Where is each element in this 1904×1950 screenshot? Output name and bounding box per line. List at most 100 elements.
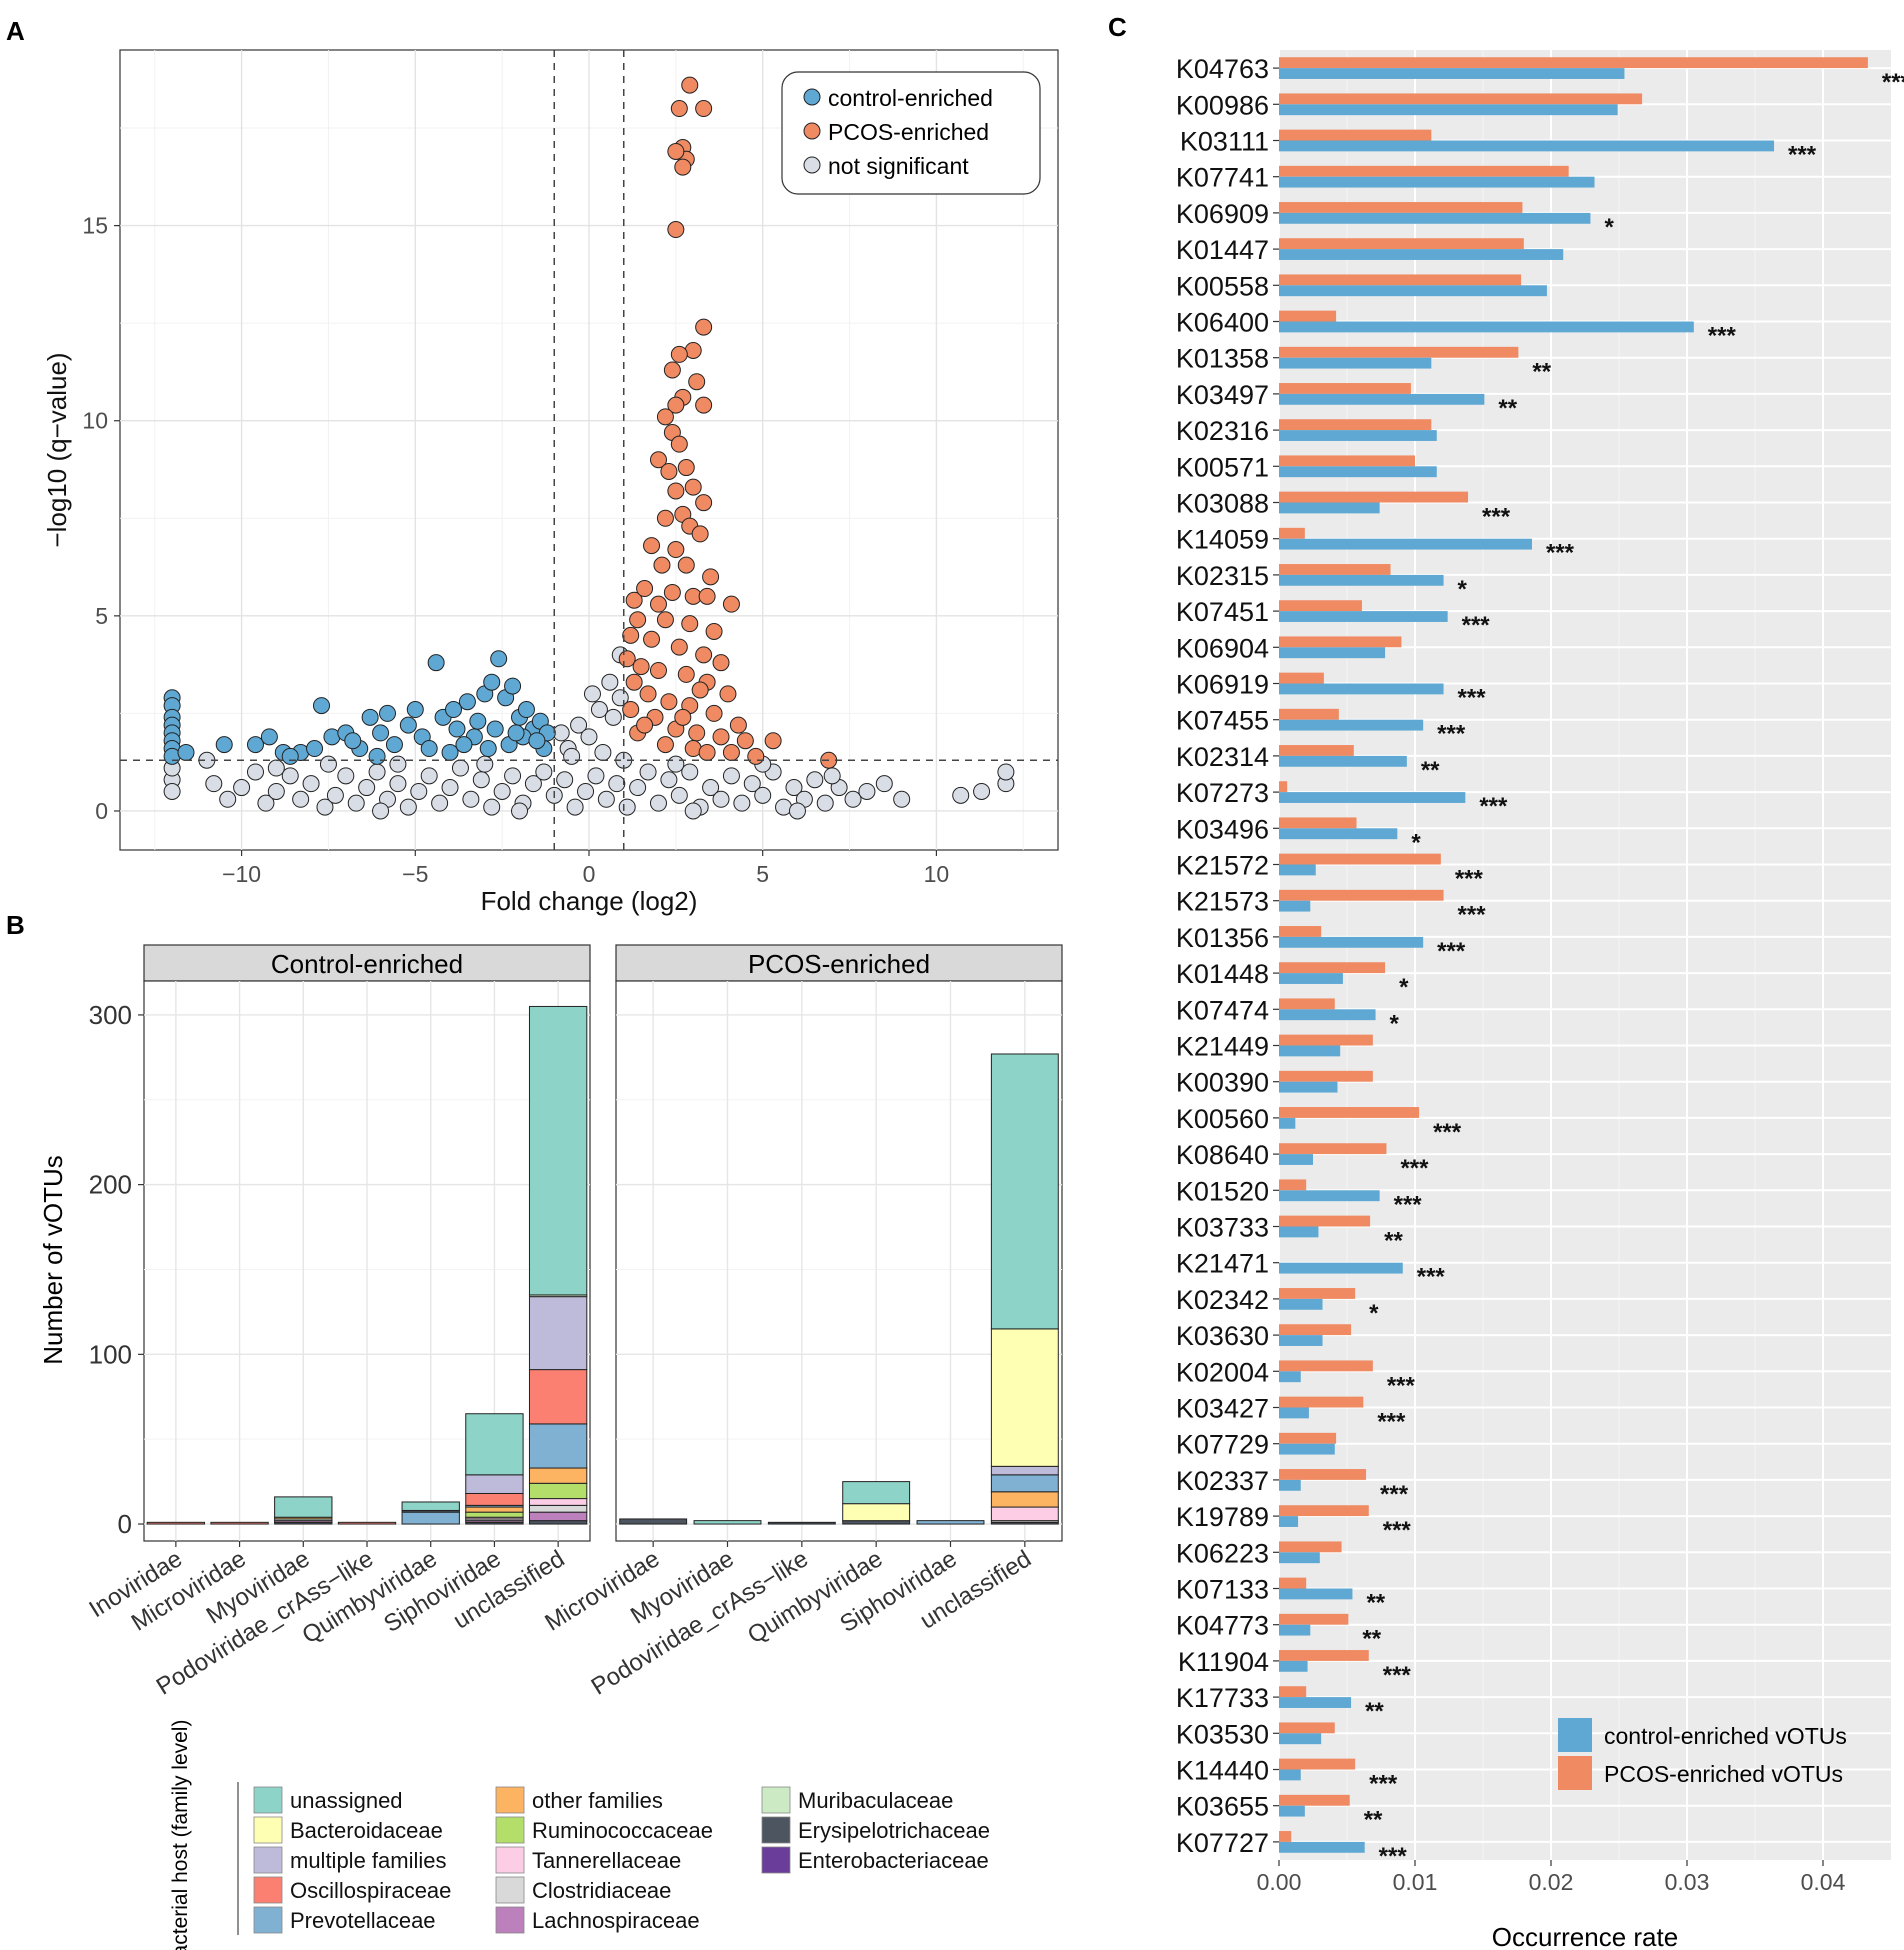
y-tick-label: 15 bbox=[82, 213, 108, 239]
stack-segment bbox=[528, 1467, 588, 1484]
ko-label: K00558 bbox=[1176, 271, 1269, 301]
pcos-bar bbox=[1279, 274, 1522, 286]
significance-marker: *** bbox=[1458, 685, 1487, 712]
ns-point bbox=[788, 802, 806, 820]
pcos-point bbox=[705, 704, 723, 722]
pcos-point bbox=[625, 673, 643, 691]
ns-point bbox=[389, 755, 407, 773]
ns-point bbox=[601, 673, 619, 691]
control-point bbox=[420, 740, 438, 758]
pcos-point bbox=[729, 716, 747, 734]
host-legend-title: Bacterial host (family level) bbox=[169, 1720, 192, 1950]
ko-label: K07273 bbox=[1176, 778, 1269, 808]
ns-point bbox=[583, 685, 601, 703]
pcos-point bbox=[695, 646, 713, 664]
ko-label: K06904 bbox=[1176, 633, 1269, 663]
pcos-bar bbox=[1279, 1179, 1307, 1191]
control-point bbox=[441, 743, 459, 761]
control-bar bbox=[1279, 1588, 1353, 1600]
ns-point bbox=[844, 790, 862, 808]
pcos-bar bbox=[1279, 817, 1357, 829]
ko-label: K01448 bbox=[1176, 959, 1269, 989]
pcos-point bbox=[618, 650, 636, 668]
control-point bbox=[486, 720, 504, 738]
pcos-point bbox=[622, 626, 640, 644]
pcos-point bbox=[722, 743, 740, 761]
significance-marker: * bbox=[1390, 1010, 1400, 1037]
pcos-bar bbox=[1279, 1469, 1367, 1480]
control-bar bbox=[1279, 973, 1343, 984]
stack-segment bbox=[990, 1506, 1059, 1522]
ko-label: K03630 bbox=[1176, 1321, 1269, 1351]
stack-segment bbox=[146, 1521, 206, 1525]
pcos-bar bbox=[1279, 708, 1339, 720]
ns-point bbox=[649, 794, 667, 812]
control-point bbox=[379, 704, 397, 722]
pcos-point bbox=[656, 408, 674, 426]
control-bar bbox=[1279, 212, 1591, 224]
y-tick-label: 0 bbox=[95, 798, 108, 824]
pcos-bar bbox=[1279, 1288, 1356, 1299]
ns-point bbox=[316, 798, 334, 816]
significance-marker: *** bbox=[1708, 323, 1737, 350]
ns-point bbox=[639, 763, 657, 781]
ns-point bbox=[570, 716, 588, 734]
legend-pcos-label: PCOS-enriched bbox=[828, 119, 989, 145]
ns-point bbox=[302, 775, 320, 793]
control-point bbox=[368, 747, 386, 765]
control-bar bbox=[1279, 1805, 1305, 1817]
ns-point bbox=[246, 763, 264, 781]
pcos-point bbox=[736, 732, 754, 750]
stack-segment bbox=[842, 1503, 911, 1522]
ko-label: K03088 bbox=[1176, 489, 1269, 519]
ns-point bbox=[326, 786, 344, 804]
pcos-point bbox=[691, 525, 709, 543]
pcos-bar bbox=[1279, 1577, 1307, 1589]
control-point bbox=[483, 673, 501, 691]
significance-marker: *** bbox=[1482, 504, 1511, 531]
host-legend-label: Muribaculaceae bbox=[798, 1788, 953, 1813]
pcos-point bbox=[722, 595, 740, 613]
control-bar bbox=[1279, 1298, 1323, 1310]
pcos-point bbox=[695, 318, 713, 336]
control-bar bbox=[1279, 719, 1424, 731]
ko-label: K00986 bbox=[1176, 90, 1269, 120]
ns-point bbox=[267, 782, 285, 800]
pcos-point bbox=[677, 556, 695, 574]
pcos-bar bbox=[1279, 853, 1441, 865]
panel-label-c: C bbox=[1108, 12, 1127, 42]
control-bar bbox=[1279, 1045, 1341, 1057]
significance-marker: *** bbox=[1377, 1409, 1406, 1436]
control-bar bbox=[1279, 430, 1437, 441]
ns-point bbox=[577, 782, 595, 800]
occurrence-x-label: Occurrence rate bbox=[1492, 1922, 1678, 1950]
legend-control-swatch bbox=[1558, 1718, 1592, 1752]
ko-label: K04773 bbox=[1176, 1611, 1269, 1641]
control-bar bbox=[1279, 1226, 1319, 1238]
significance-marker: *** bbox=[1546, 540, 1575, 567]
ns-point bbox=[281, 767, 299, 785]
stack-segment bbox=[465, 1474, 524, 1494]
pcos-point bbox=[636, 580, 654, 598]
pcos-point bbox=[649, 595, 667, 613]
pcos-bar bbox=[1279, 672, 1324, 684]
ko-label: K03497 bbox=[1176, 380, 1269, 410]
significance-marker: *** bbox=[1383, 1517, 1412, 1544]
ko-label: K11904 bbox=[1178, 1647, 1269, 1677]
ko-label: K02004 bbox=[1176, 1357, 1269, 1387]
pcos-point bbox=[656, 611, 674, 629]
control-bar bbox=[1279, 1443, 1335, 1455]
pcos-bar bbox=[1279, 419, 1432, 431]
control-bar bbox=[1279, 1154, 1313, 1165]
ns-point bbox=[816, 794, 834, 812]
stack-segment bbox=[528, 1482, 588, 1500]
significance-marker: * bbox=[1604, 214, 1614, 241]
ns-point bbox=[511, 802, 529, 820]
host-legend-label: Bacteroidaceae bbox=[290, 1818, 443, 1843]
ko-label: K01356 bbox=[1176, 923, 1269, 953]
control-point bbox=[177, 743, 195, 761]
ko-label: K02315 bbox=[1176, 561, 1269, 591]
significance-marker: ** bbox=[1365, 1698, 1384, 1725]
ko-label: K07451 bbox=[1176, 597, 1269, 627]
